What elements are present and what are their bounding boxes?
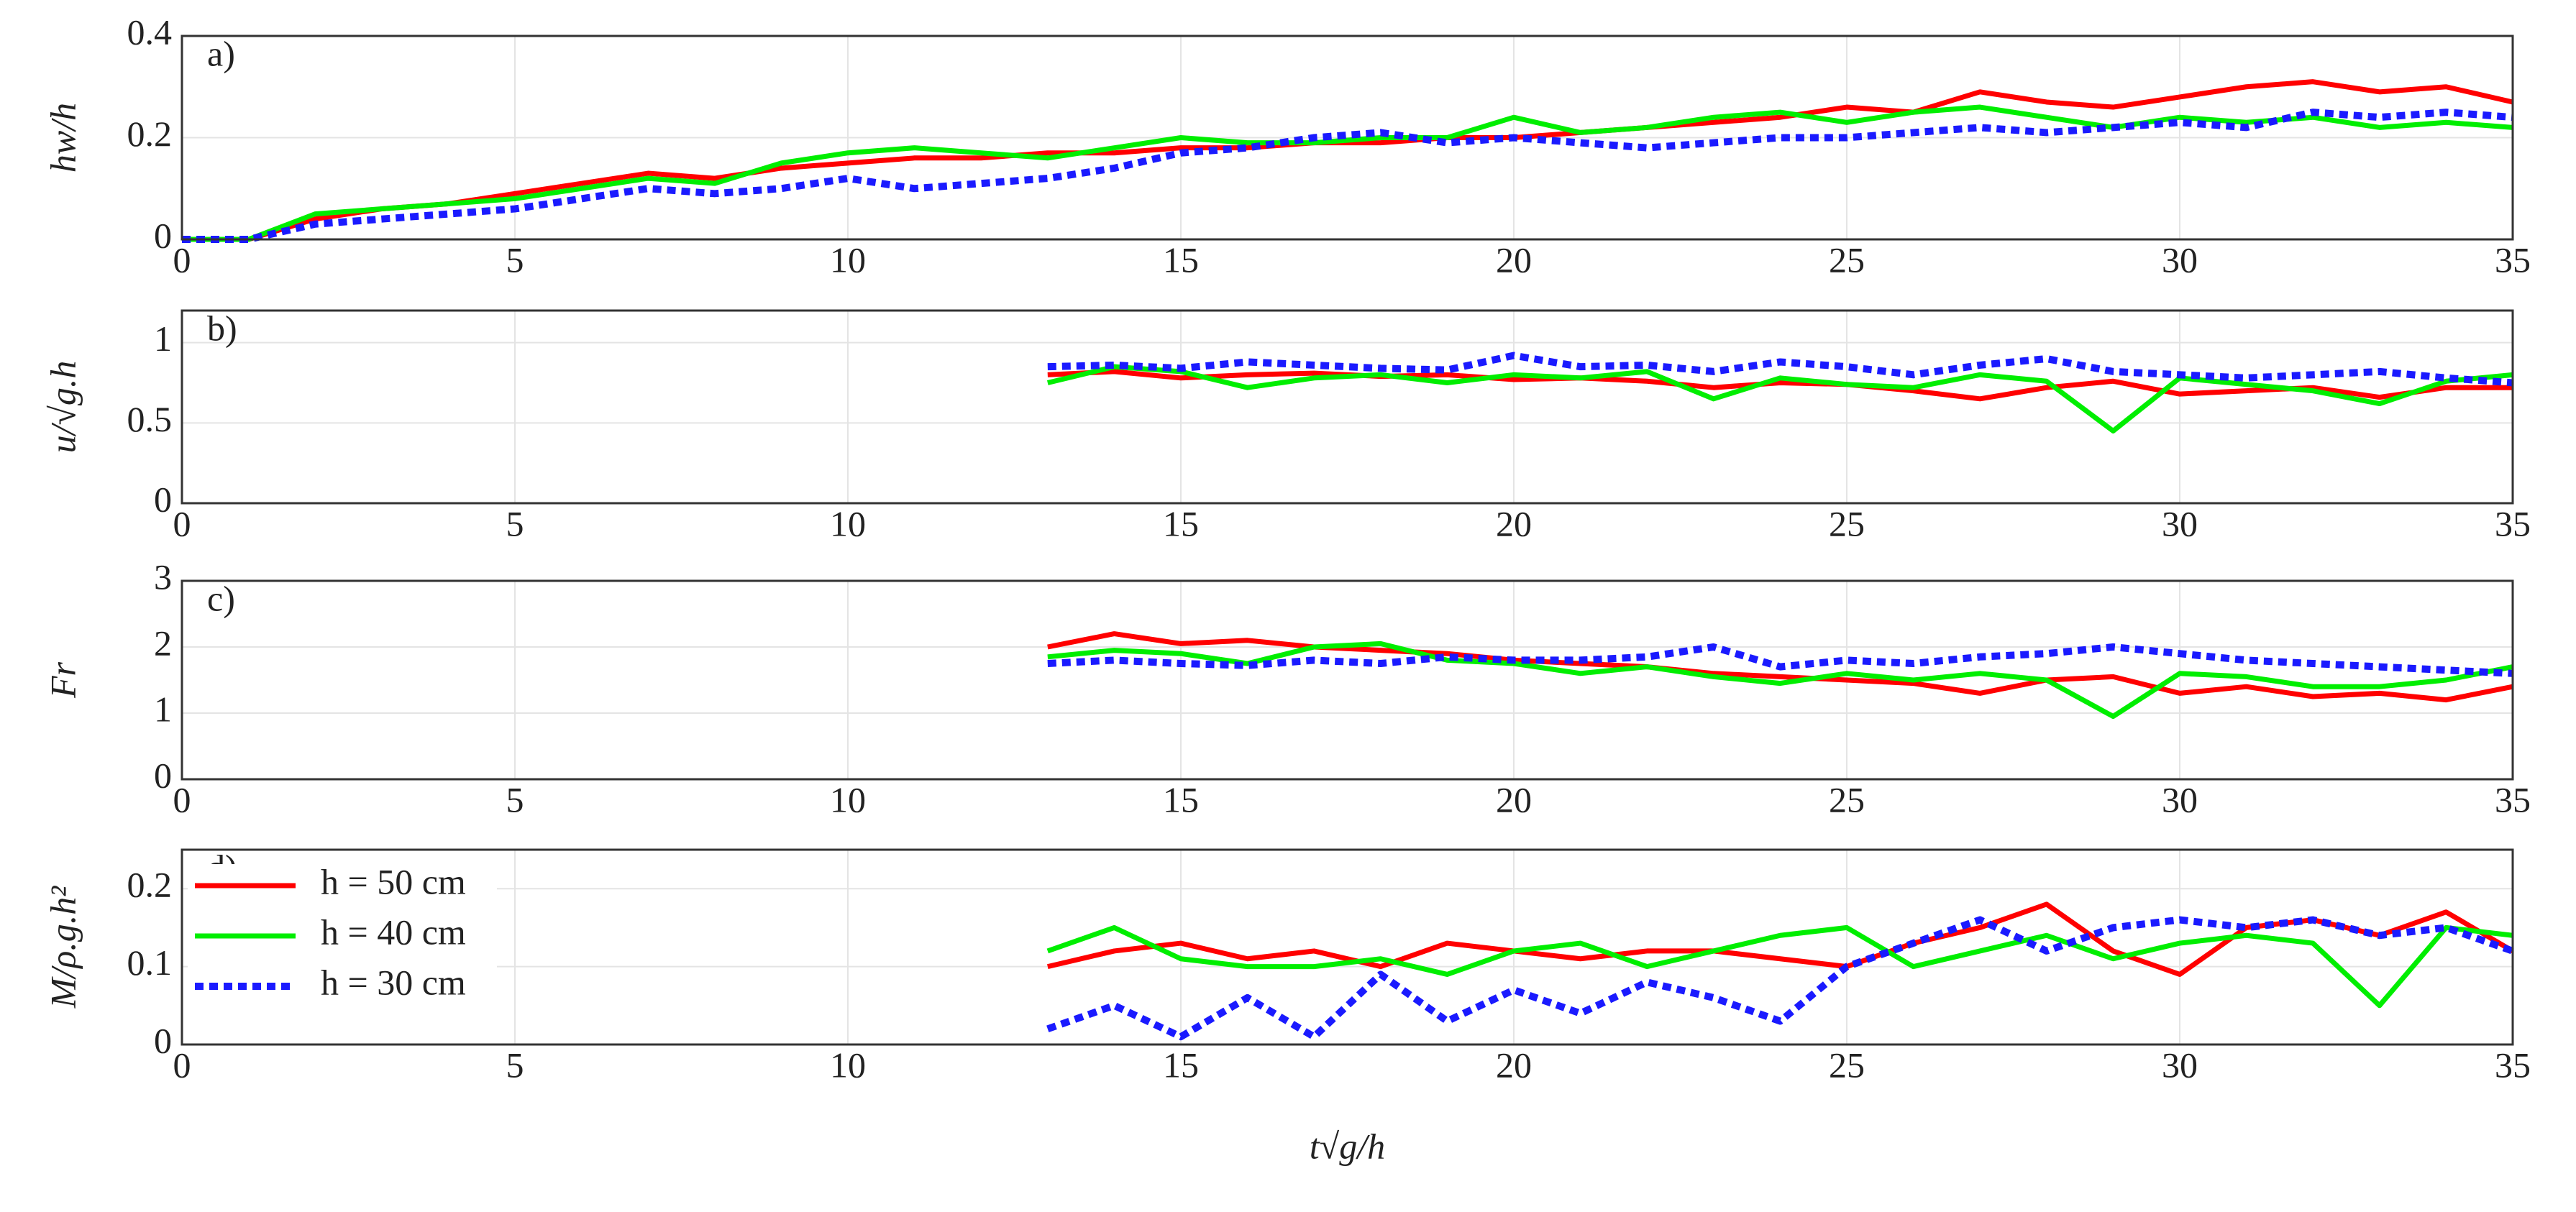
y-tick-label: 0	[154, 755, 172, 795]
y-axis-label: M/ρ.g.h²	[42, 886, 83, 1009]
plot-frame	[181, 848, 2514, 1046]
x-tick-label: 0	[173, 239, 191, 280]
series-line	[1047, 369, 2513, 402]
x-tick-label: 30	[2162, 239, 2198, 280]
x-axis-label: t√g/h	[1310, 1126, 1385, 1166]
series-line	[1046, 916, 2514, 1041]
x-tick-label: 20	[1496, 1045, 1532, 1085]
plot-area	[182, 311, 2513, 503]
x-tick-label: 0	[173, 1045, 191, 1085]
x-tick-label: 20	[1496, 239, 1532, 280]
y-tick-label: 0.2	[127, 865, 173, 905]
x-tick-label: 25	[1829, 779, 1865, 820]
x-tick-label: 10	[830, 779, 866, 820]
plot-frame	[181, 309, 2514, 505]
y-tick-label: 2	[154, 623, 172, 663]
x-tick-label: 20	[1496, 779, 1532, 820]
series-line	[1047, 352, 2513, 387]
x-tick-label: 5	[506, 779, 524, 820]
legend-label: h = 40 cm	[321, 912, 466, 952]
y-tick-label: 0.1	[127, 942, 173, 983]
x-tick-label: 0	[173, 503, 191, 543]
y-axis-label: hw/h	[42, 103, 83, 173]
y-tick-label: 1	[154, 318, 172, 359]
x-tick-label: 5	[506, 1045, 524, 1085]
y-tick-label: 0	[154, 1020, 172, 1060]
x-tick-label: 10	[830, 1045, 866, 1085]
x-tick-label: 30	[2162, 1045, 2198, 1085]
x-tick-label: 5	[506, 239, 524, 280]
x-tick-label: 25	[1829, 239, 1865, 280]
plot-frame	[181, 579, 2514, 781]
x-tick-label: 25	[1829, 1045, 1865, 1085]
x-tick-label: 15	[1163, 1045, 1199, 1085]
x-tick-label: 10	[830, 503, 866, 543]
panel-label: b)	[207, 308, 237, 348]
x-tick-label: 0	[173, 779, 191, 820]
series-line	[182, 104, 2513, 242]
x-tick-label: 30	[2162, 779, 2198, 820]
x-tick-label: 15	[1163, 239, 1199, 280]
plot-area	[182, 581, 2513, 779]
y-tick-label: 0.2	[127, 114, 173, 154]
x-tick-label: 15	[1163, 503, 1199, 543]
x-tick-label: 35	[2495, 779, 2531, 820]
legend-label: h = 30 cm	[321, 962, 466, 1002]
x-tick-label: 35	[2495, 239, 2531, 280]
panel-label: a)	[207, 33, 235, 73]
legend-label: h = 50 cm	[321, 861, 466, 901]
x-tick-label: 35	[2495, 503, 2531, 543]
series-line	[1046, 924, 2513, 1009]
y-tick-label: 0	[154, 215, 172, 255]
y-tick-label: 3	[154, 556, 172, 597]
y-tick-label: 1	[154, 689, 172, 729]
series-line	[182, 79, 2513, 242]
plot-frame	[181, 35, 2514, 241]
x-tick-label: 30	[2162, 503, 2198, 543]
x-tick-label: 25	[1829, 503, 1865, 543]
x-tick-label: 5	[506, 503, 524, 543]
series-line	[1047, 641, 2513, 720]
series-line	[1046, 364, 2513, 433]
y-tick-label: 0.4	[127, 12, 173, 52]
plot-area	[182, 850, 2513, 1045]
y-tick-label: 0	[154, 479, 172, 519]
series-line	[1047, 643, 2513, 677]
series-line	[1047, 631, 2513, 703]
panel-label: c)	[207, 578, 235, 618]
y-axis-label: Fr	[42, 661, 83, 699]
y-axis-label: u/√g.h	[42, 361, 83, 454]
series-line	[182, 109, 2513, 243]
x-tick-label: 35	[2495, 1045, 2531, 1085]
x-tick-label: 15	[1163, 779, 1199, 820]
y-tick-label: 0.5	[127, 399, 173, 439]
x-tick-label: 10	[830, 239, 866, 280]
x-tick-label: 20	[1496, 503, 1532, 543]
